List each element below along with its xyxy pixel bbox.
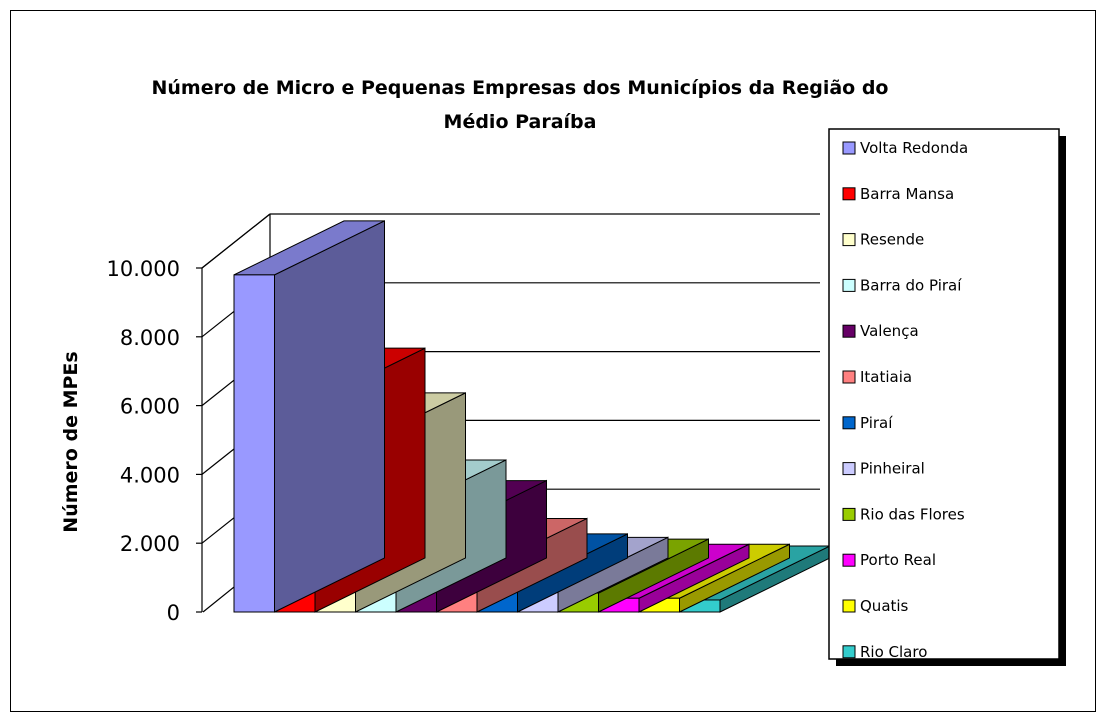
legend-swatch	[842, 233, 856, 247]
legend-label: Resende	[860, 231, 924, 249]
y-tick-label: 10.000	[107, 257, 180, 281]
legend-label: Barra Mansa	[860, 185, 954, 203]
legend-swatch	[842, 553, 856, 567]
legend-swatch	[842, 507, 856, 521]
legend-label: Quatis	[860, 597, 909, 615]
y-tick-label: 0	[167, 601, 180, 625]
y-axis: 0 2.000 4.000 6.000 8.000 10.000	[107, 257, 202, 625]
legend-label: Volta Redonda	[860, 139, 968, 157]
legend-swatch	[842, 462, 856, 476]
legend-swatch	[842, 187, 856, 201]
legend-item: Porto Real	[842, 551, 936, 569]
legend-label: Porto Real	[860, 551, 936, 569]
legend-item: Quatis	[842, 597, 909, 615]
legend-label: Rio Claro	[860, 643, 927, 661]
legend-item: Itatiaia	[842, 368, 912, 386]
bar-side-face	[274, 220, 385, 613]
legend-item: Piraí	[842, 414, 893, 432]
legend-swatch	[842, 599, 856, 613]
legend-label: Itatiaia	[860, 368, 912, 386]
legend-swatch	[842, 370, 856, 384]
y-tick-label: 4.000	[120, 463, 180, 487]
y-tick-label: 6.000	[120, 395, 180, 419]
legend-swatch	[842, 278, 856, 292]
legend-swatch	[842, 141, 856, 155]
legend-label: Valença	[860, 322, 919, 340]
legend-box	[828, 128, 1060, 660]
chart-title-line-2: Médio Paraíba	[444, 111, 597, 133]
legend-item: Barra Mansa	[842, 185, 954, 203]
legend: Volta Redonda Barra Mansa Resende Barra do …	[828, 128, 1066, 666]
legend-swatch	[842, 645, 856, 659]
legend-item: Pinheiral	[842, 460, 925, 478]
chart-title-line-1: Número de Micro e Pequenas Empresas dos …	[152, 77, 889, 99]
legend-item: Rio Claro	[842, 643, 927, 661]
legend-item: Resende	[842, 231, 924, 249]
y-tick-label: 8.000	[120, 326, 180, 350]
legend-item: Barra do Piraí	[842, 276, 962, 294]
y-tick-label: 2.000	[120, 532, 180, 556]
legend-item: Valença	[842, 322, 919, 340]
legend-item: Rio das Flores	[842, 505, 965, 523]
legend-label: Barra do Piraí	[860, 276, 962, 294]
legend-label: Rio das Flores	[860, 505, 965, 523]
y-axis-label: Número de MPEs	[60, 351, 82, 532]
bar-volta-redonda	[233, 220, 385, 613]
gridline-side	[201, 213, 271, 269]
legend-item: Volta Redonda	[842, 139, 968, 157]
chart-title: Número de Micro e Pequenas Empresas dos …	[152, 77, 889, 133]
legend-swatch	[842, 324, 856, 338]
bar-front-face	[233, 274, 275, 613]
bars	[233, 220, 831, 613]
legend-swatch	[842, 416, 856, 430]
legend-label: Pinheiral	[860, 460, 925, 478]
legend-label: Piraí	[860, 414, 893, 432]
